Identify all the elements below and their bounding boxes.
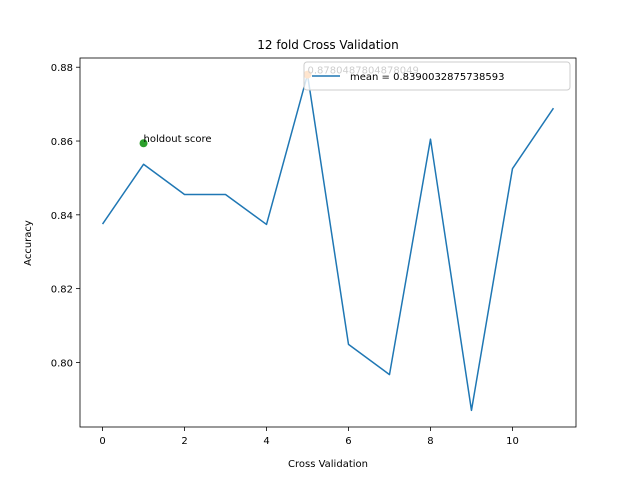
y-tick-label: 0.86 [51, 137, 73, 148]
x-tick-label: 10 [506, 436, 519, 447]
y-axis-label: Accuracy [23, 220, 34, 266]
point-annotation: holdout score [144, 134, 212, 145]
chart-title: 12 fold Cross Validation [257, 38, 398, 52]
y-tick-label: 0.88 [51, 63, 73, 74]
legend-box [303, 61, 571, 91]
plot-area: 02468100.800.820.840.860.880.87804878048… [51, 57, 577, 447]
legend-label: mean = 0.8390032875738593 [350, 72, 504, 83]
series-line [101, 73, 555, 412]
y-tick-label: 0.84 [51, 211, 73, 222]
x-tick-label: 6 [345, 436, 351, 447]
highlight-point [139, 139, 148, 148]
x-tick-label: 2 [181, 436, 187, 447]
x-tick-label: 4 [263, 436, 269, 447]
x-tick-label: 8 [427, 436, 433, 447]
axes-frame [79, 57, 577, 428]
y-tick-label: 0.80 [51, 358, 73, 369]
x-axis-label: Cross Validation [288, 459, 368, 470]
x-tick-label: 0 [99, 436, 105, 447]
y-tick-label: 0.82 [51, 285, 73, 296]
